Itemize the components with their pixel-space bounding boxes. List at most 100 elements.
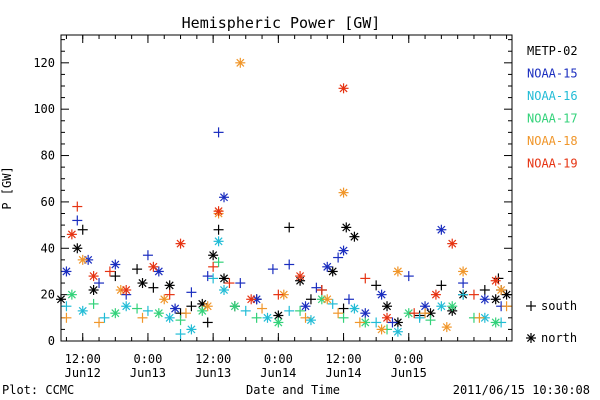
x-axis: 12:00Jun120:00Jun1312:00Jun130:00Jun1412… — [65, 35, 508, 380]
data-point-noaa-16 — [208, 273, 219, 284]
data-point-noaa-15 — [186, 287, 197, 298]
y-axis: 0 20 40 60 80 100 120 — [33, 39, 512, 348]
data-point-noaa-19 — [164, 289, 175, 300]
data-point-noaa-19 — [208, 261, 219, 272]
data-point-metp-02 — [338, 303, 349, 314]
data-point-noaa-18 — [392, 266, 403, 277]
data-point-noaa-15 — [284, 259, 295, 270]
footer-timestamp: 2011/06/15 10:30:08 — [453, 383, 590, 397]
data-point-metp-02 — [164, 280, 175, 291]
y-tick-label: 20 — [41, 288, 55, 302]
series-legend: METP-02 NOAA-15 NOAA-16 NOAA-17 NOAA-18 NOAA-… — [527, 44, 578, 171]
data-point-noaa-19 — [447, 238, 458, 249]
data-point-noaa-18 — [338, 187, 349, 198]
data-point-metp-02 — [341, 222, 352, 233]
data-point-noaa-15 — [420, 301, 431, 312]
data-point-metp-02 — [208, 250, 219, 261]
data-point-noaa-17 — [447, 301, 458, 312]
data-point-noaa-16 — [219, 285, 230, 295]
legend-entry-noaa-16: NOAA-16 — [527, 89, 578, 103]
data-point-noaa-15 — [338, 245, 349, 256]
data-point-noaa-15 — [376, 289, 387, 300]
marker-legend: south north — [526, 299, 577, 345]
data-point-noaa-16 — [164, 312, 175, 323]
data-point-noaa-18 — [137, 312, 148, 323]
chart-title: Hemispheric Power [GW] — [182, 14, 381, 32]
data-point-noaa-15 — [403, 271, 414, 282]
data-points — [56, 57, 512, 340]
y-tick-label: 0 — [48, 334, 55, 348]
y-tick-label: 80 — [41, 149, 55, 163]
data-point-noaa-19 — [224, 278, 235, 289]
data-point-noaa-18 — [77, 254, 88, 265]
marker-legend-symbol-south — [526, 301, 536, 311]
data-point-noaa-18 — [333, 308, 344, 319]
data-point-noaa-16 — [392, 326, 403, 337]
data-point-noaa-16 — [305, 315, 316, 326]
data-point-noaa-19 — [490, 275, 501, 286]
legend-entry-noaa-19: NOAA-19 — [527, 157, 578, 171]
data-point-noaa-19 — [175, 238, 186, 249]
data-point-metp-02 — [110, 271, 121, 282]
data-point-noaa-15 — [436, 224, 447, 235]
data-point-metp-02 — [371, 280, 382, 291]
data-point-noaa-19 — [72, 201, 83, 212]
data-point-metp-02 — [284, 222, 295, 233]
data-point-noaa-15 — [235, 278, 246, 289]
data-point-noaa-16 — [458, 289, 469, 300]
data-point-noaa-16 — [327, 298, 338, 309]
plot-frame — [60, 34, 513, 342]
data-point-metp-02 — [436, 280, 447, 291]
data-point-noaa-16 — [414, 312, 425, 323]
data-point-metp-02 — [202, 317, 213, 328]
data-point-noaa-17 — [88, 298, 99, 309]
data-point-noaa-18 — [458, 266, 469, 277]
data-point-noaa-18 — [376, 324, 387, 335]
x-tick-label-time: 12:00 — [195, 352, 231, 366]
data-point-noaa-19 — [382, 312, 393, 323]
data-point-noaa-15 — [333, 252, 344, 263]
data-point-noaa-15 — [110, 259, 121, 270]
data-point-noaa-18 — [235, 57, 246, 68]
data-point-noaa-15 — [300, 301, 311, 312]
data-point-noaa-16 — [349, 303, 360, 314]
data-point-noaa-18 — [94, 317, 105, 328]
x-tick-label-date: Jun12 — [65, 366, 101, 380]
data-point-noaa-19 — [88, 271, 99, 282]
footer-credit: Plot: CCMC — [2, 383, 74, 397]
data-point-noaa-19 — [104, 266, 115, 277]
legend-entry-noaa-17: NOAA-17 — [527, 112, 578, 126]
data-point-noaa-15 — [61, 266, 72, 277]
data-point-noaa-18 — [474, 312, 485, 323]
data-point-noaa-19 — [338, 83, 349, 94]
x-tick-label-date: Jun14 — [260, 366, 296, 380]
data-point-metp-02 — [137, 278, 148, 289]
data-point-noaa-15 — [479, 294, 490, 305]
data-point-noaa-17 — [110, 308, 121, 319]
data-point-noaa-16 — [240, 305, 251, 316]
data-point-metp-02 — [213, 224, 224, 235]
data-point-noaa-18 — [354, 317, 365, 328]
x-tick-label-time: 0:00 — [394, 352, 423, 366]
data-point-metp-02 — [186, 301, 197, 312]
marker-legend-label-north: north — [541, 331, 577, 345]
data-point-metp-02 — [88, 285, 99, 295]
x-tick-label-date: Jun15 — [391, 366, 427, 380]
data-point-noaa-18 — [61, 312, 72, 323]
data-point-noaa-16 — [262, 312, 273, 323]
data-point-metp-02 — [349, 231, 360, 242]
data-point-noaa-18 — [322, 294, 333, 305]
data-point-metp-02 — [77, 224, 88, 235]
data-point-noaa-17 — [425, 315, 436, 326]
data-point-noaa-17 — [175, 315, 186, 326]
x-tick-label-time: 0:00 — [264, 352, 293, 366]
y-tick-label: 40 — [41, 241, 55, 255]
data-point-noaa-16 — [175, 329, 186, 340]
y-tick-label: 60 — [41, 195, 55, 209]
data-point-noaa-16 — [436, 301, 447, 312]
data-point-noaa-19 — [360, 273, 371, 284]
data-point-noaa-15 — [343, 294, 354, 305]
data-point-noaa-17 — [213, 257, 224, 268]
data-point-noaa-15 — [213, 127, 224, 138]
data-point-noaa-15 — [94, 278, 105, 289]
